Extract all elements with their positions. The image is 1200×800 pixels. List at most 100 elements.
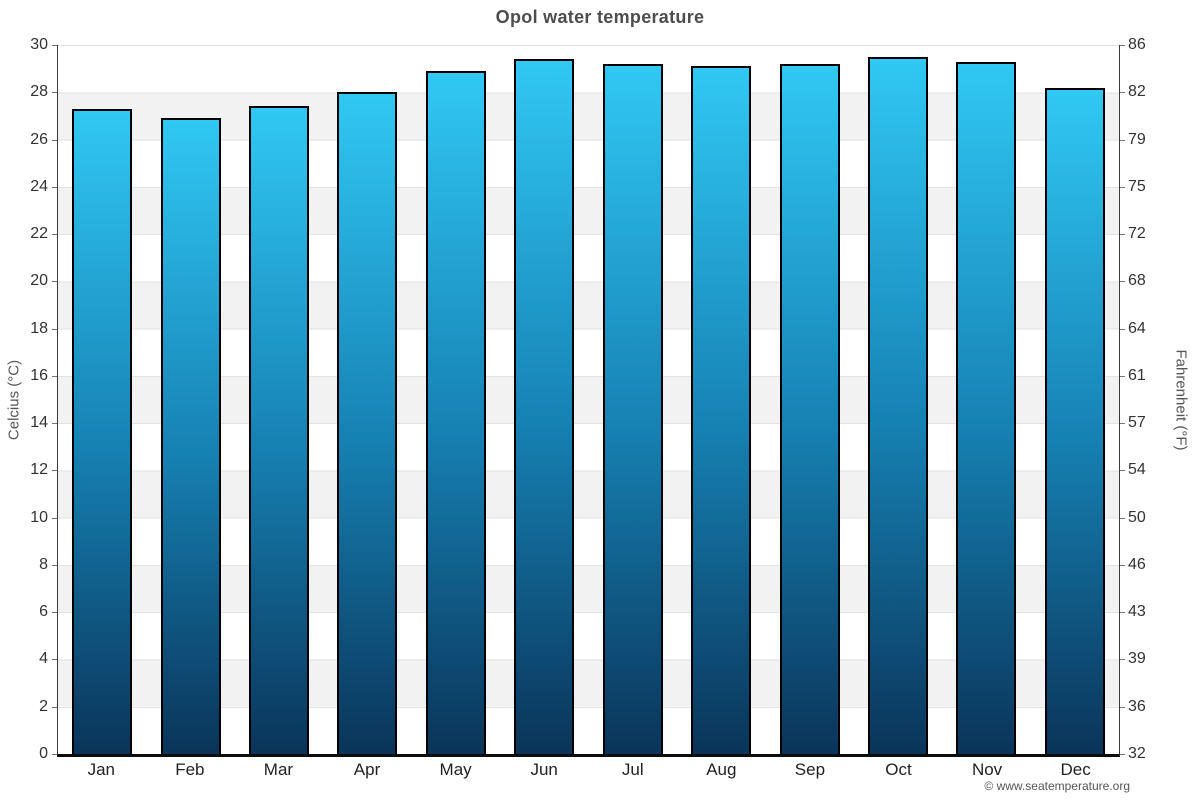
bar-jul[interactable]	[602, 63, 663, 754]
x-tick-oct: Oct	[885, 760, 912, 779]
bar-feb[interactable]	[160, 118, 221, 754]
bar-sep[interactable]	[779, 63, 840, 754]
y-tick-fahrenheit-32: 32	[1128, 745, 1146, 762]
bar-slot-apr	[323, 45, 411, 754]
x-tick-feb: Feb	[175, 760, 205, 779]
bar-dec[interactable]	[1044, 87, 1105, 754]
y-tick-celsius-22: 22	[30, 225, 48, 243]
y-tick-celsius-14: 14	[30, 414, 48, 432]
bar-slot-jan	[58, 45, 146, 754]
bar-slot-dec	[1031, 45, 1119, 754]
bar-series	[58, 45, 1119, 754]
y-axis-title-fahrenheit: Fahrenheit (°F)	[1172, 349, 1190, 451]
tick-mark-right	[1120, 328, 1125, 330]
bar-oct[interactable]	[868, 56, 928, 754]
y-axis-fahrenheit: 86 82 79 75 72 68 64 61 57 54 50 46 43 39 36 32	[1128, 0, 1188, 800]
tick-mark-right	[1120, 281, 1125, 283]
bar-may[interactable]	[425, 71, 486, 754]
y-tick-fahrenheit-75: 75	[1128, 177, 1146, 195]
y-axis-title-celsius: Celcius (°C)	[5, 359, 23, 441]
tick-mark-left	[52, 186, 57, 188]
y-tick-celsius-16: 16	[30, 366, 48, 384]
bar-slot-feb	[146, 45, 234, 754]
bar-slot-jul	[589, 45, 677, 754]
tick-mark-right	[1120, 186, 1125, 188]
y-tick-celsius-20: 20	[30, 272, 48, 290]
y-tick-celsius-8: 8	[39, 555, 48, 573]
y-tick-fahrenheit-79: 79	[1128, 130, 1146, 148]
y-tick-fahrenheit-54: 54	[1128, 461, 1146, 479]
tick-mark-left	[52, 706, 57, 708]
y-tick-celsius-6: 6	[39, 603, 48, 621]
tick-mark-right	[1120, 564, 1125, 566]
bar-slot-oct	[854, 45, 942, 754]
x-axis-months: Jan Feb Mar Apr May Jun Jul Aug Sep Oct Nov Dec	[57, 760, 1120, 780]
bar-jun[interactable]	[514, 59, 575, 754]
x-tick-jan: Jan	[87, 760, 115, 779]
y-tick-celsius-24: 24	[30, 177, 48, 195]
tick-mark-right	[1120, 659, 1125, 661]
bar-slot-sep	[765, 45, 853, 754]
y-tick-celsius-26: 26	[30, 130, 48, 148]
bar-apr[interactable]	[337, 92, 398, 754]
tick-mark-left	[52, 517, 57, 519]
y-tick-fahrenheit-57: 57	[1128, 414, 1146, 432]
y-tick-fahrenheit-68: 68	[1128, 272, 1146, 290]
tick-mark-left	[52, 281, 57, 283]
tick-mark-right	[1120, 139, 1125, 141]
tick-mark-left	[52, 139, 57, 141]
y-tick-celsius-10: 10	[30, 508, 48, 526]
bar-nov[interactable]	[956, 61, 1017, 754]
tick-mark-right	[1120, 612, 1125, 614]
tick-mark-left	[52, 754, 57, 755]
tick-mark-left	[52, 45, 57, 46]
tick-mark-left	[52, 659, 57, 661]
plot-area	[57, 45, 1120, 757]
x-tick-mar: Mar	[263, 760, 294, 779]
y-tick-fahrenheit-39: 39	[1128, 650, 1146, 668]
x-tick-nov: Nov	[971, 760, 1003, 779]
bar-aug[interactable]	[691, 66, 752, 754]
copyright-link[interactable]: © www.seatemperature.org	[984, 779, 1130, 793]
tick-mark-right	[1120, 92, 1125, 94]
y-tick-fahrenheit-64: 64	[1128, 319, 1146, 337]
x-tick-sep: Sep	[794, 760, 826, 779]
tick-mark-right	[1120, 754, 1125, 755]
tick-mark-right	[1120, 234, 1125, 236]
bar-slot-mar	[235, 45, 323, 754]
bar-slot-aug	[677, 45, 765, 754]
y-tick-fahrenheit-43: 43	[1128, 603, 1146, 621]
tick-mark-right	[1120, 45, 1125, 46]
tick-mark-left	[52, 234, 57, 236]
y-tick-fahrenheit-50: 50	[1128, 508, 1146, 526]
tick-mark-left	[52, 328, 57, 330]
y-tick-celsius-0: 0	[39, 745, 48, 762]
x-tick-jul: Jul	[621, 760, 644, 779]
tick-mark-left	[52, 612, 57, 614]
y-tick-celsius-12: 12	[30, 461, 48, 479]
tick-mark-right	[1120, 706, 1125, 708]
y-axis-celsius: 30 28 26 24 22 20 18 16 14 12 10 8 6 4 2 0	[0, 0, 48, 800]
y-tick-fahrenheit-61: 61	[1128, 366, 1146, 384]
tick-mark-left	[52, 564, 57, 566]
y-tick-fahrenheit-46: 46	[1128, 555, 1146, 573]
y-tick-fahrenheit-86: 86	[1128, 36, 1146, 53]
bar-jan[interactable]	[72, 108, 133, 754]
y-tick-celsius-30: 30	[30, 36, 48, 53]
bar-slot-jun	[500, 45, 588, 754]
x-tick-aug: Aug	[706, 760, 737, 779]
tick-mark-right	[1120, 517, 1125, 519]
x-tick-may: May	[439, 760, 472, 779]
bar-slot-may	[412, 45, 500, 754]
y-tick-celsius-18: 18	[30, 319, 48, 337]
bar-mar[interactable]	[249, 106, 310, 754]
y-tick-fahrenheit-72: 72	[1128, 225, 1146, 243]
y-tick-celsius-4: 4	[39, 650, 48, 668]
chart-title: Opol water temperature	[495, 7, 705, 27]
x-tick-jun: Jun	[530, 760, 558, 779]
y-tick-fahrenheit-36: 36	[1128, 697, 1146, 715]
tick-mark-right	[1120, 375, 1125, 377]
bar-slot-nov	[942, 45, 1030, 754]
tick-mark-right	[1120, 470, 1125, 472]
